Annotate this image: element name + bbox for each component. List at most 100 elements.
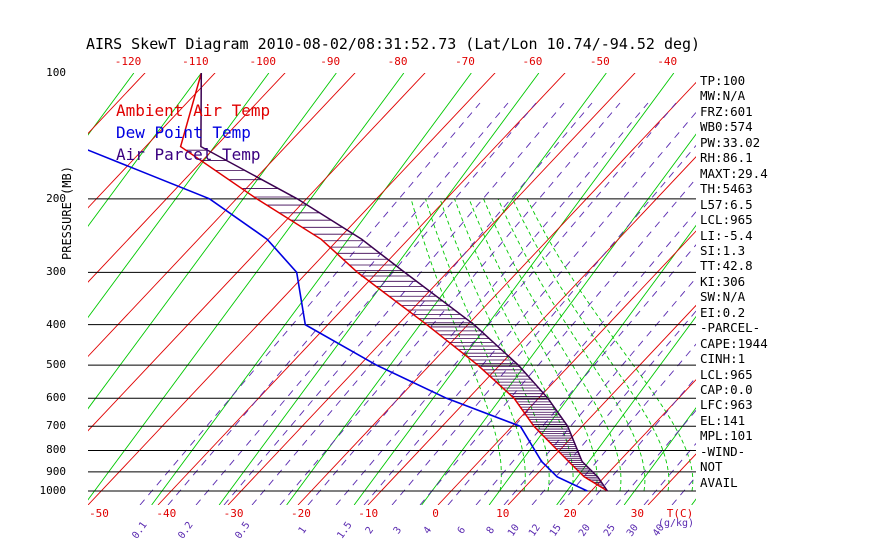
dry-adiabat-line <box>647 453 696 505</box>
stat-line: FRZ:601 <box>700 103 753 119</box>
mixing-ratio-tick-label: 1 <box>297 525 309 536</box>
isotherm-line <box>0 73 66 505</box>
moist-adiabat-line <box>425 198 526 492</box>
mixing-ratio-line <box>335 102 677 505</box>
mixing-ratio-tick-label: 0.1 <box>130 520 149 541</box>
bottom-temp-tick-label: 20 <box>563 507 576 520</box>
mixing-ratio-line <box>503 277 696 505</box>
moist-adiabat-line <box>497 198 646 492</box>
mixing-ratio-unit-label: (g/kg) <box>658 518 694 529</box>
top-temp-tick-label: -60 <box>522 55 542 68</box>
moist-adiabat-line <box>468 198 598 492</box>
legend-dew-point-temp: Dew Point Temp <box>116 123 251 142</box>
stat-line: LFC:963 <box>700 397 753 413</box>
isotherm-line <box>488 224 696 505</box>
mixing-ratio-tick-label: 1.5 <box>335 520 354 541</box>
stat-line: EL:141 <box>700 412 746 428</box>
isotherm-line <box>88 73 135 136</box>
stat-line: CINH:1 <box>700 351 746 367</box>
stat-line: TH:5463 <box>700 181 753 197</box>
stat-line: MPL:101 <box>700 428 753 444</box>
dry-adiabat-line <box>507 304 696 505</box>
pressure-tick-label: 500 <box>46 358 66 372</box>
y-axis-label: PRESSURE (MB) <box>60 166 74 260</box>
mixing-ratio-tick-label: 30 <box>625 522 641 538</box>
mixing-ratio-line <box>195 102 537 505</box>
mixing-ratio-line <box>475 244 696 505</box>
moist-adiabat-line <box>512 198 670 492</box>
mixing-ratio-tick-label: 0.5 <box>233 520 252 541</box>
dry-adiabat-line <box>157 73 566 505</box>
mixing-ratio-line <box>307 102 649 505</box>
dry-adiabat-line <box>88 73 496 505</box>
legend-air-parcel-temp: Air Parcel Temp <box>116 145 261 164</box>
stat-line: CAPE:1944 <box>700 335 768 351</box>
mixing-ratio-tick-label: 25 <box>602 522 618 538</box>
stat-line: RH:86.1 <box>700 150 753 166</box>
bottom-temp-tick-label: -40 <box>156 507 176 520</box>
mixing-ratio-tick-label: 12 <box>527 522 543 538</box>
bottom-temp-tick-label: -10 <box>358 507 378 520</box>
top-temp-tick-label: -90 <box>320 55 340 68</box>
stat-line: LI:-5.4 <box>700 227 753 243</box>
mixing-ratio-tick-label: 0.2 <box>176 520 195 541</box>
mixing-ratio-tick-label: 10 <box>506 522 522 538</box>
dry-adiabat-line <box>297 81 696 505</box>
pressure-tick-label: 300 <box>46 265 66 279</box>
stat-line: NOT <box>700 459 723 475</box>
stat-line: TP:100 <box>700 73 746 88</box>
top-temp-tick-label: -80 <box>388 55 408 68</box>
stat-line: LCL:965 <box>700 212 753 228</box>
dew-point-line <box>88 149 588 492</box>
legend-ambient-air-temp: Ambient Air Temp <box>116 101 271 120</box>
pressure-tick-label: 100 <box>46 66 66 79</box>
isotherm-line <box>88 73 337 410</box>
dry-adiabat-line <box>577 379 696 505</box>
isotherm-line <box>421 133 696 505</box>
stat-line: MAXT:29.4 <box>700 165 768 181</box>
mixing-ratio-tick-label: 6 <box>456 525 468 536</box>
stat-line: SI:1.3 <box>700 242 746 258</box>
stat-line: -PARCEL- <box>700 320 761 336</box>
dry-adiabat-line <box>88 73 356 358</box>
pressure-tick-label: 600 <box>46 391 66 405</box>
isotherm-line <box>353 73 675 505</box>
dry-adiabat-line <box>88 73 286 283</box>
mixing-ratio-line <box>167 102 509 505</box>
pressure-tick-label: 400 <box>46 317 66 331</box>
isotherm-line <box>759 73 870 505</box>
pressure-tick-label: 700 <box>46 419 66 433</box>
isotherm-line <box>286 73 607 505</box>
mixing-ratio-tick-label: 8 <box>485 525 497 536</box>
dry-adiabat-line <box>88 73 426 432</box>
stat-line: AVAIL <box>700 474 738 490</box>
bottom-temp-tick-label: 0 <box>432 507 439 520</box>
isotherm-line <box>88 73 270 319</box>
top-temp-tick-label: -120 <box>115 55 142 68</box>
stat-line: KI:306 <box>700 273 746 289</box>
dry-adiabat-line <box>227 73 636 505</box>
ambient-temp-line <box>179 73 608 492</box>
mixing-ratio-tick-label: 20 <box>577 522 593 538</box>
pressure-tick-label: 900 <box>46 464 66 478</box>
mixing-ratio-line <box>223 102 565 505</box>
dry-adiabat-line <box>788 0 870 505</box>
dry-adiabat-line <box>367 156 696 505</box>
isotherm-line <box>151 73 472 505</box>
mixing-ratio-line <box>251 102 593 505</box>
pressure-tick-label: 1000 <box>39 484 67 497</box>
top-temp-tick-label: -100 <box>250 55 277 68</box>
mixing-ratio-line <box>363 111 696 505</box>
pressure-tick-label: 200 <box>46 191 66 205</box>
bottom-temp-unit-label: T(C) <box>667 507 694 520</box>
stat-line: MW:N/A <box>700 88 746 104</box>
bottom-temp-tick-label: 10 <box>496 507 509 520</box>
mixing-ratio-tick-label: 15 <box>548 522 564 538</box>
mixing-ratio-line <box>391 144 696 505</box>
bottom-temp-tick-label: 30 <box>631 507 644 520</box>
top-temp-tick-label: -110 <box>182 55 209 68</box>
stat-line: WB0:574 <box>700 119 753 135</box>
mixing-ratio-tick-label: 4 <box>422 525 434 536</box>
bottom-temp-tick-label: -30 <box>224 507 244 520</box>
